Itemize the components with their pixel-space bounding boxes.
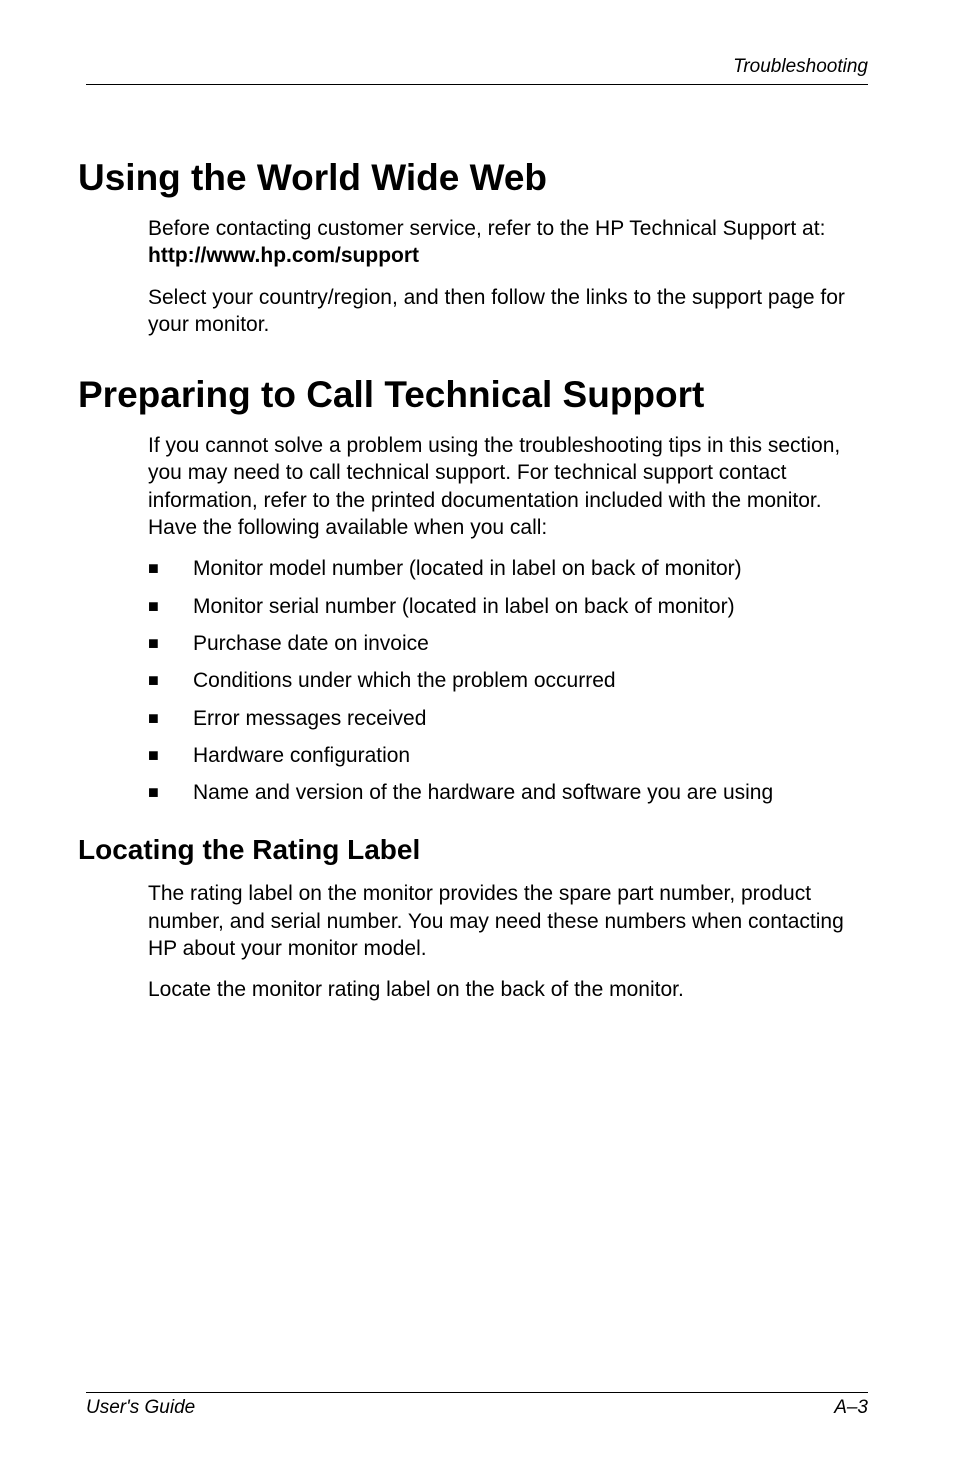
- rating-label-para1: The rating label on the monitor provides…: [148, 880, 868, 962]
- www-para1-text: Before contacting customer service, refe…: [148, 217, 825, 240]
- header-text: Troubleshooting: [733, 56, 868, 77]
- heading-rating-label: Locating the Rating Label: [78, 834, 868, 866]
- tech-support-intro: If you cannot solve a problem using the …: [148, 432, 868, 541]
- www-url: http://www.hp.com/support: [148, 244, 419, 267]
- list-item: Hardware configuration: [148, 742, 868, 769]
- heading-www: Using the World Wide Web: [78, 157, 868, 199]
- page-footer: User's Guide A–3: [86, 1392, 868, 1419]
- footer-right: A–3: [834, 1397, 868, 1419]
- list-item: Conditions under which the problem occur…: [148, 667, 868, 694]
- footer-left: User's Guide: [86, 1397, 195, 1419]
- page-header: Troubleshooting: [86, 56, 868, 85]
- list-item: Purchase date on invoice: [148, 630, 868, 657]
- list-item: Monitor serial number (located in label …: [148, 593, 868, 620]
- www-para2: Select your country/region, and then fol…: [148, 284, 868, 339]
- rating-label-para2: Locate the monitor rating label on the b…: [148, 976, 868, 1003]
- www-para1: Before contacting customer service, refe…: [148, 215, 868, 270]
- list-item: Monitor model number (located in label o…: [148, 555, 868, 582]
- list-item: Name and version of the hardware and sof…: [148, 779, 868, 806]
- tech-support-list: Monitor model number (located in label o…: [148, 555, 868, 806]
- list-item: Error messages received: [148, 705, 868, 732]
- heading-tech-support: Preparing to Call Technical Support: [78, 374, 868, 416]
